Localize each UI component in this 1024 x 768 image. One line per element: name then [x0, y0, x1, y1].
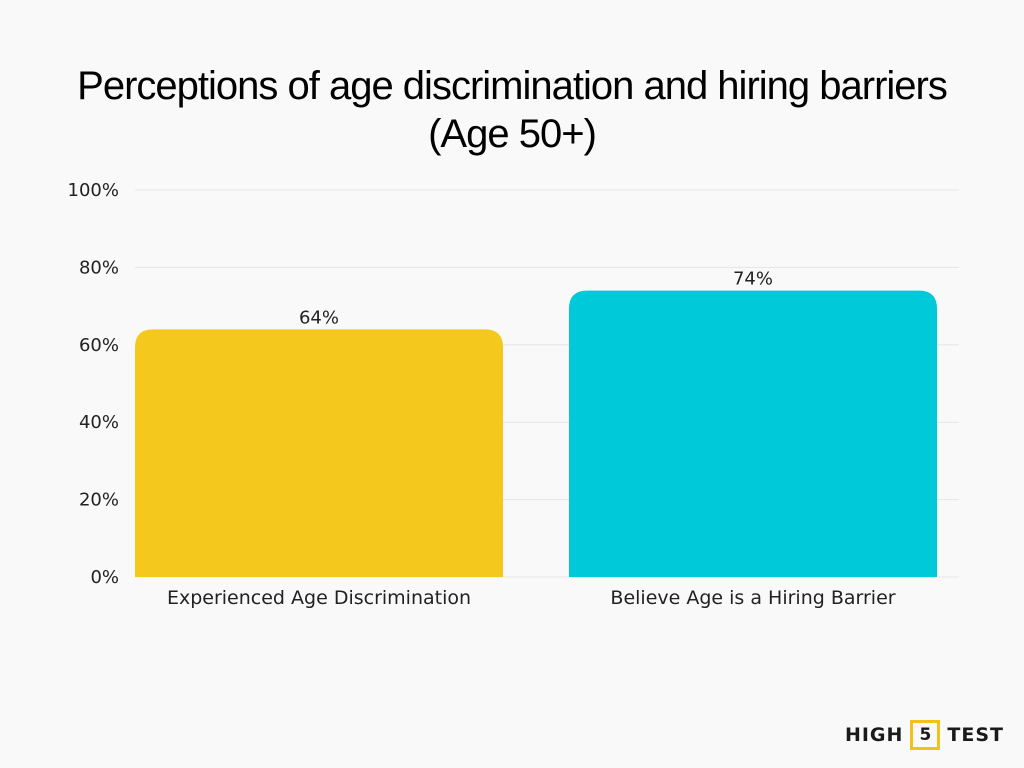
- brand-word-test: TEST: [947, 724, 1004, 746]
- category-label: Experienced Age Discrimination: [167, 587, 471, 609]
- category-label: Believe Age is a Hiring Barrier: [610, 587, 895, 609]
- brand-number-box: 5: [910, 720, 941, 750]
- brand-logo: HIGH 5 TEST: [845, 720, 1004, 750]
- y-tick-label: 0%: [90, 567, 119, 588]
- y-axis-ticks: 0% 20% 40% 60% 80% 100%: [68, 180, 119, 588]
- y-tick-label: 100%: [68, 180, 119, 201]
- y-tick-label: 80%: [79, 257, 119, 278]
- y-tick-label: 20%: [79, 490, 119, 511]
- bar-1: [135, 329, 503, 577]
- data-label: 64%: [299, 307, 339, 328]
- category-labels: Experienced Age Discrimination Believe Ag…: [167, 587, 896, 609]
- data-label: 74%: [733, 269, 773, 290]
- y-tick-label: 60%: [79, 335, 119, 356]
- brand-word-high: HIGH: [844, 724, 904, 746]
- bar-2: [569, 290, 937, 577]
- chart-title: Perceptions of age discrimination and hi…: [77, 64, 948, 156]
- data-labels: 64% 74%: [299, 269, 773, 329]
- bars: [135, 290, 937, 577]
- y-tick-label: 40%: [79, 412, 119, 433]
